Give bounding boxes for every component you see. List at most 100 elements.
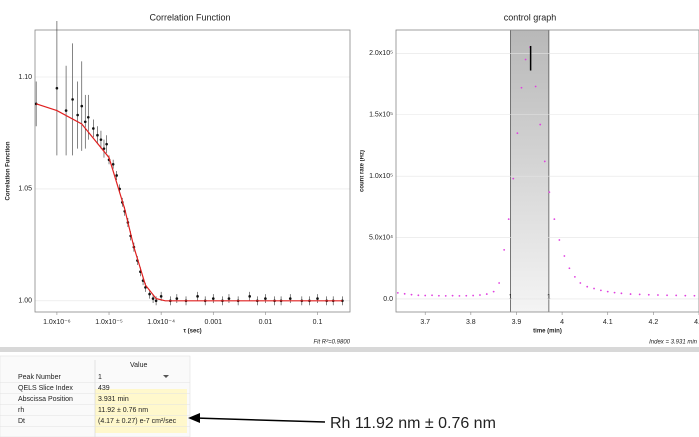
data-point [593, 287, 595, 290]
data-point [498, 282, 501, 284]
data-point [543, 160, 546, 163]
x-tick-label: 1.0x10⁻⁴ [147, 319, 175, 326]
data-point [71, 98, 74, 101]
data-point [248, 295, 252, 298]
data-point [102, 147, 106, 150]
selection-label: 1 [547, 294, 551, 301]
x-tick-label: 4.1 [603, 319, 613, 326]
x-axis-label: τ (sec) [183, 329, 201, 335]
data-point [264, 297, 267, 300]
plot-frame [34, 29, 351, 313]
chart-title: control graph [504, 12, 557, 22]
data-point [492, 290, 495, 293]
callout-text: Rh 11.92 nm ± 0.76 nm [330, 415, 496, 432]
data-point [666, 294, 668, 297]
x-tick-label: 0.001 [205, 319, 223, 326]
data-point [341, 299, 344, 303]
x-tick-label: 3.7 [420, 319, 430, 326]
x-tick-label: 3.9 [512, 319, 522, 326]
data-point [431, 294, 433, 297]
splitter[interactable] [0, 347, 699, 352]
dropdown-arrow[interactable] [163, 375, 169, 378]
y-tick-label: 1.00 [18, 298, 32, 305]
y-tick-label: 1.5x10⁵ [369, 112, 393, 119]
data-point [111, 162, 115, 166]
data-point [86, 115, 90, 119]
data-point [684, 294, 687, 297]
data-point [403, 292, 406, 295]
y-tick-label: 2.0x10⁵ [369, 50, 393, 57]
y-axis-label: Correlation Function [6, 141, 12, 200]
row-value: 11.92 ± 0.76 nm [98, 407, 148, 414]
data-point [55, 86, 59, 90]
data-point [437, 294, 440, 297]
data-point [534, 85, 537, 88]
y-tick-label: 1.05 [18, 186, 32, 193]
chart-title: Correlation Function [149, 12, 230, 22]
x-tick-label: 0.1 [313, 319, 323, 326]
x-tick-label: 4.3 [694, 319, 699, 326]
row-value: (4.17 ± 0.27) e-7 cm²/sec [98, 418, 177, 425]
callout-arrow-head [188, 413, 200, 423]
data-point [548, 191, 551, 194]
row-value: 1 [98, 374, 102, 381]
result-table: Value Peak Number 1 QELS Slice Index 439 Abs… [0, 355, 191, 437]
data-point [458, 295, 461, 297]
fit-note: Index = 3.931 min [649, 340, 698, 346]
data-point [606, 290, 609, 293]
data-point [148, 292, 151, 296]
data-point [503, 248, 506, 251]
data-point [159, 295, 163, 298]
data-point [479, 294, 481, 296]
table-header: Value [130, 362, 147, 369]
y-axis-label: count rate (Hz) [360, 150, 366, 192]
data-point [115, 174, 118, 177]
data-point [64, 109, 68, 112]
data-point [629, 293, 632, 295]
data-point [507, 218, 510, 221]
row-label: QELS Slice Index [18, 385, 73, 392]
fit-note: Fit R²=0.9800 [313, 340, 350, 346]
data-point [586, 285, 589, 288]
data-point [227, 297, 231, 300]
x-tick-label: 0.01 [259, 319, 273, 326]
data-point [512, 177, 515, 180]
row-value: 3.931 min [98, 396, 129, 403]
data-point [151, 297, 155, 300]
data-point [410, 293, 413, 296]
x-axis-label: time (min) [533, 329, 562, 335]
data-point [396, 291, 399, 294]
x-tick-label: 4 [560, 319, 564, 326]
x-tick-label: 4.2 [649, 319, 659, 326]
data-point [465, 294, 468, 297]
data-point [599, 289, 602, 292]
data-point [573, 275, 576, 278]
data-point [647, 293, 650, 296]
data-point [613, 291, 616, 294]
data-point [553, 218, 556, 221]
row-label: Peak Number [18, 374, 61, 381]
y-tick-label: 0.0 [383, 296, 393, 303]
data-point [92, 127, 95, 130]
data-point [80, 104, 84, 108]
data-point [105, 142, 108, 146]
fit-line [35, 103, 343, 302]
data-point [96, 133, 99, 137]
data-point [563, 255, 566, 257]
data-point [175, 297, 179, 300]
data-point [154, 299, 158, 303]
data-point [451, 294, 454, 297]
y-tick-label: 1.10 [18, 74, 32, 81]
data-point [568, 267, 571, 270]
data-point [524, 58, 527, 61]
y-tick-label: 5.0x10⁴ [369, 234, 393, 241]
data-point [539, 123, 542, 126]
data-point [211, 297, 215, 300]
plot-frame [395, 29, 699, 313]
data-point [520, 86, 523, 89]
callout-arrow-line [194, 417, 326, 423]
data-point [196, 295, 199, 298]
selection-label: 1 [509, 294, 513, 301]
data-point [472, 294, 475, 297]
